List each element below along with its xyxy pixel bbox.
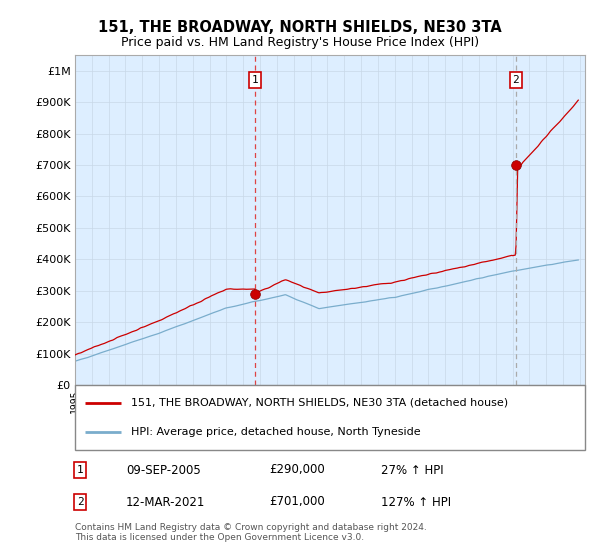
Text: Price paid vs. HM Land Registry's House Price Index (HPI): Price paid vs. HM Land Registry's House …: [121, 36, 479, 49]
Text: 151, THE BROADWAY, NORTH SHIELDS, NE30 3TA: 151, THE BROADWAY, NORTH SHIELDS, NE30 3…: [98, 20, 502, 35]
Text: £701,000: £701,000: [269, 496, 325, 508]
Text: 151, THE BROADWAY, NORTH SHIELDS, NE30 3TA (detached house): 151, THE BROADWAY, NORTH SHIELDS, NE30 3…: [131, 398, 508, 408]
Text: 127% ↑ HPI: 127% ↑ HPI: [381, 496, 451, 508]
Text: Contains HM Land Registry data © Crown copyright and database right 2024.
This d: Contains HM Land Registry data © Crown c…: [75, 522, 427, 542]
Text: 2: 2: [77, 497, 83, 507]
Text: 09-SEP-2005: 09-SEP-2005: [126, 464, 201, 477]
Text: 1: 1: [251, 75, 259, 85]
Text: £290,000: £290,000: [269, 464, 325, 477]
Text: 2: 2: [512, 75, 519, 85]
Text: 1: 1: [77, 465, 83, 475]
FancyBboxPatch shape: [75, 385, 585, 450]
Text: 27% ↑ HPI: 27% ↑ HPI: [381, 464, 443, 477]
Text: 12-MAR-2021: 12-MAR-2021: [126, 496, 205, 508]
Text: HPI: Average price, detached house, North Tyneside: HPI: Average price, detached house, Nort…: [131, 427, 421, 437]
